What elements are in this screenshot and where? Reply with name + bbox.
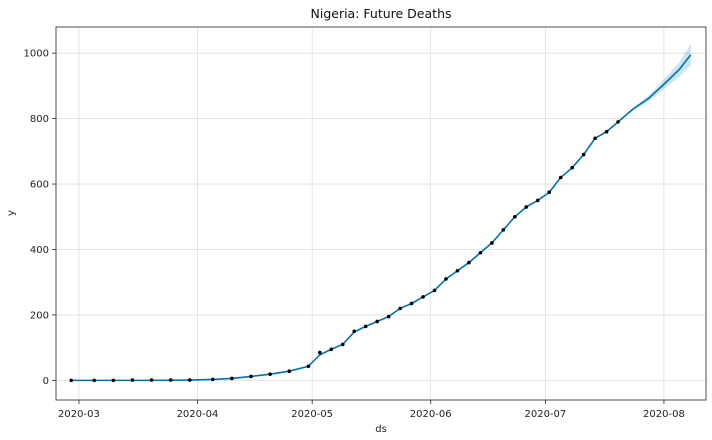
observed-point bbox=[318, 350, 322, 355]
observed-point bbox=[409, 301, 414, 306]
observed-point bbox=[230, 376, 234, 381]
observed-point bbox=[616, 120, 620, 124]
observed-point bbox=[535, 198, 540, 203]
x-tick-label: 2020-05 bbox=[291, 409, 333, 420]
observed-point bbox=[421, 295, 425, 299]
observed-point bbox=[130, 378, 135, 382]
x-tick-label: 2020-06 bbox=[410, 409, 452, 420]
observed-point bbox=[111, 378, 116, 383]
observed-point bbox=[306, 364, 311, 369]
forecast-line bbox=[71, 54, 692, 382]
x-tick-label: 2020-08 bbox=[643, 409, 685, 420]
observed-point bbox=[455, 268, 460, 273]
observed-point bbox=[593, 136, 597, 141]
observed-point bbox=[92, 378, 97, 383]
observed-point bbox=[444, 277, 448, 281]
y-axis-ticks: 0 200 400 600 800 1000 bbox=[24, 49, 56, 387]
observed-point bbox=[386, 314, 391, 319]
y-tick-label: 400 bbox=[30, 245, 49, 256]
observed-point bbox=[168, 378, 173, 382]
observed-point bbox=[287, 369, 292, 374]
plot-frame bbox=[55, 26, 707, 401]
observed-point bbox=[478, 250, 483, 255]
observed-point bbox=[363, 324, 368, 329]
observed-point bbox=[490, 241, 494, 245]
x-tick-label: 2020-04 bbox=[177, 409, 219, 420]
x-axis-title: ds bbox=[375, 424, 387, 435]
observed-point bbox=[558, 175, 563, 180]
observed-point bbox=[268, 372, 272, 376]
observed-point bbox=[69, 378, 74, 383]
y-axis-title: y bbox=[6, 210, 17, 216]
observed-point bbox=[570, 165, 574, 170]
observed-point bbox=[398, 306, 402, 311]
observed-point bbox=[513, 214, 517, 219]
observed-point bbox=[249, 374, 253, 379]
observed-point bbox=[581, 152, 586, 157]
chart-title: Nigeria: Future Deaths bbox=[311, 6, 452, 21]
y-tick-label: 0 bbox=[43, 376, 49, 387]
uncertainty-band bbox=[71, 44, 691, 381]
y-tick-label: 1000 bbox=[24, 49, 49, 60]
x-tick-label: 2020-03 bbox=[58, 409, 100, 420]
uncertainty-band-layer bbox=[71, 44, 691, 381]
observed-point bbox=[149, 378, 154, 382]
grid-layer bbox=[56, 27, 706, 400]
observed-point bbox=[188, 378, 192, 382]
observed-point bbox=[467, 260, 471, 265]
observed-point bbox=[375, 319, 379, 324]
observed-point bbox=[501, 228, 506, 232]
observed-point bbox=[340, 342, 345, 347]
y-tick-label: 200 bbox=[30, 310, 49, 321]
observed-point bbox=[524, 205, 529, 209]
x-axis-ticks: 2020-03 2020-04 2020-05 2020-06 2020-07 2020-… bbox=[58, 400, 685, 420]
observed-point bbox=[210, 377, 215, 382]
forecast-line-layer bbox=[71, 54, 692, 382]
observed-point bbox=[547, 190, 552, 195]
observed-point bbox=[329, 347, 334, 352]
y-tick-label: 800 bbox=[30, 114, 49, 125]
observed-point bbox=[604, 129, 609, 134]
observed-points-layer bbox=[69, 120, 620, 383]
y-tick-label: 600 bbox=[30, 180, 49, 191]
x-tick-label: 2020-07 bbox=[525, 409, 567, 420]
observed-point bbox=[432, 288, 437, 293]
observed-point bbox=[352, 329, 357, 334]
